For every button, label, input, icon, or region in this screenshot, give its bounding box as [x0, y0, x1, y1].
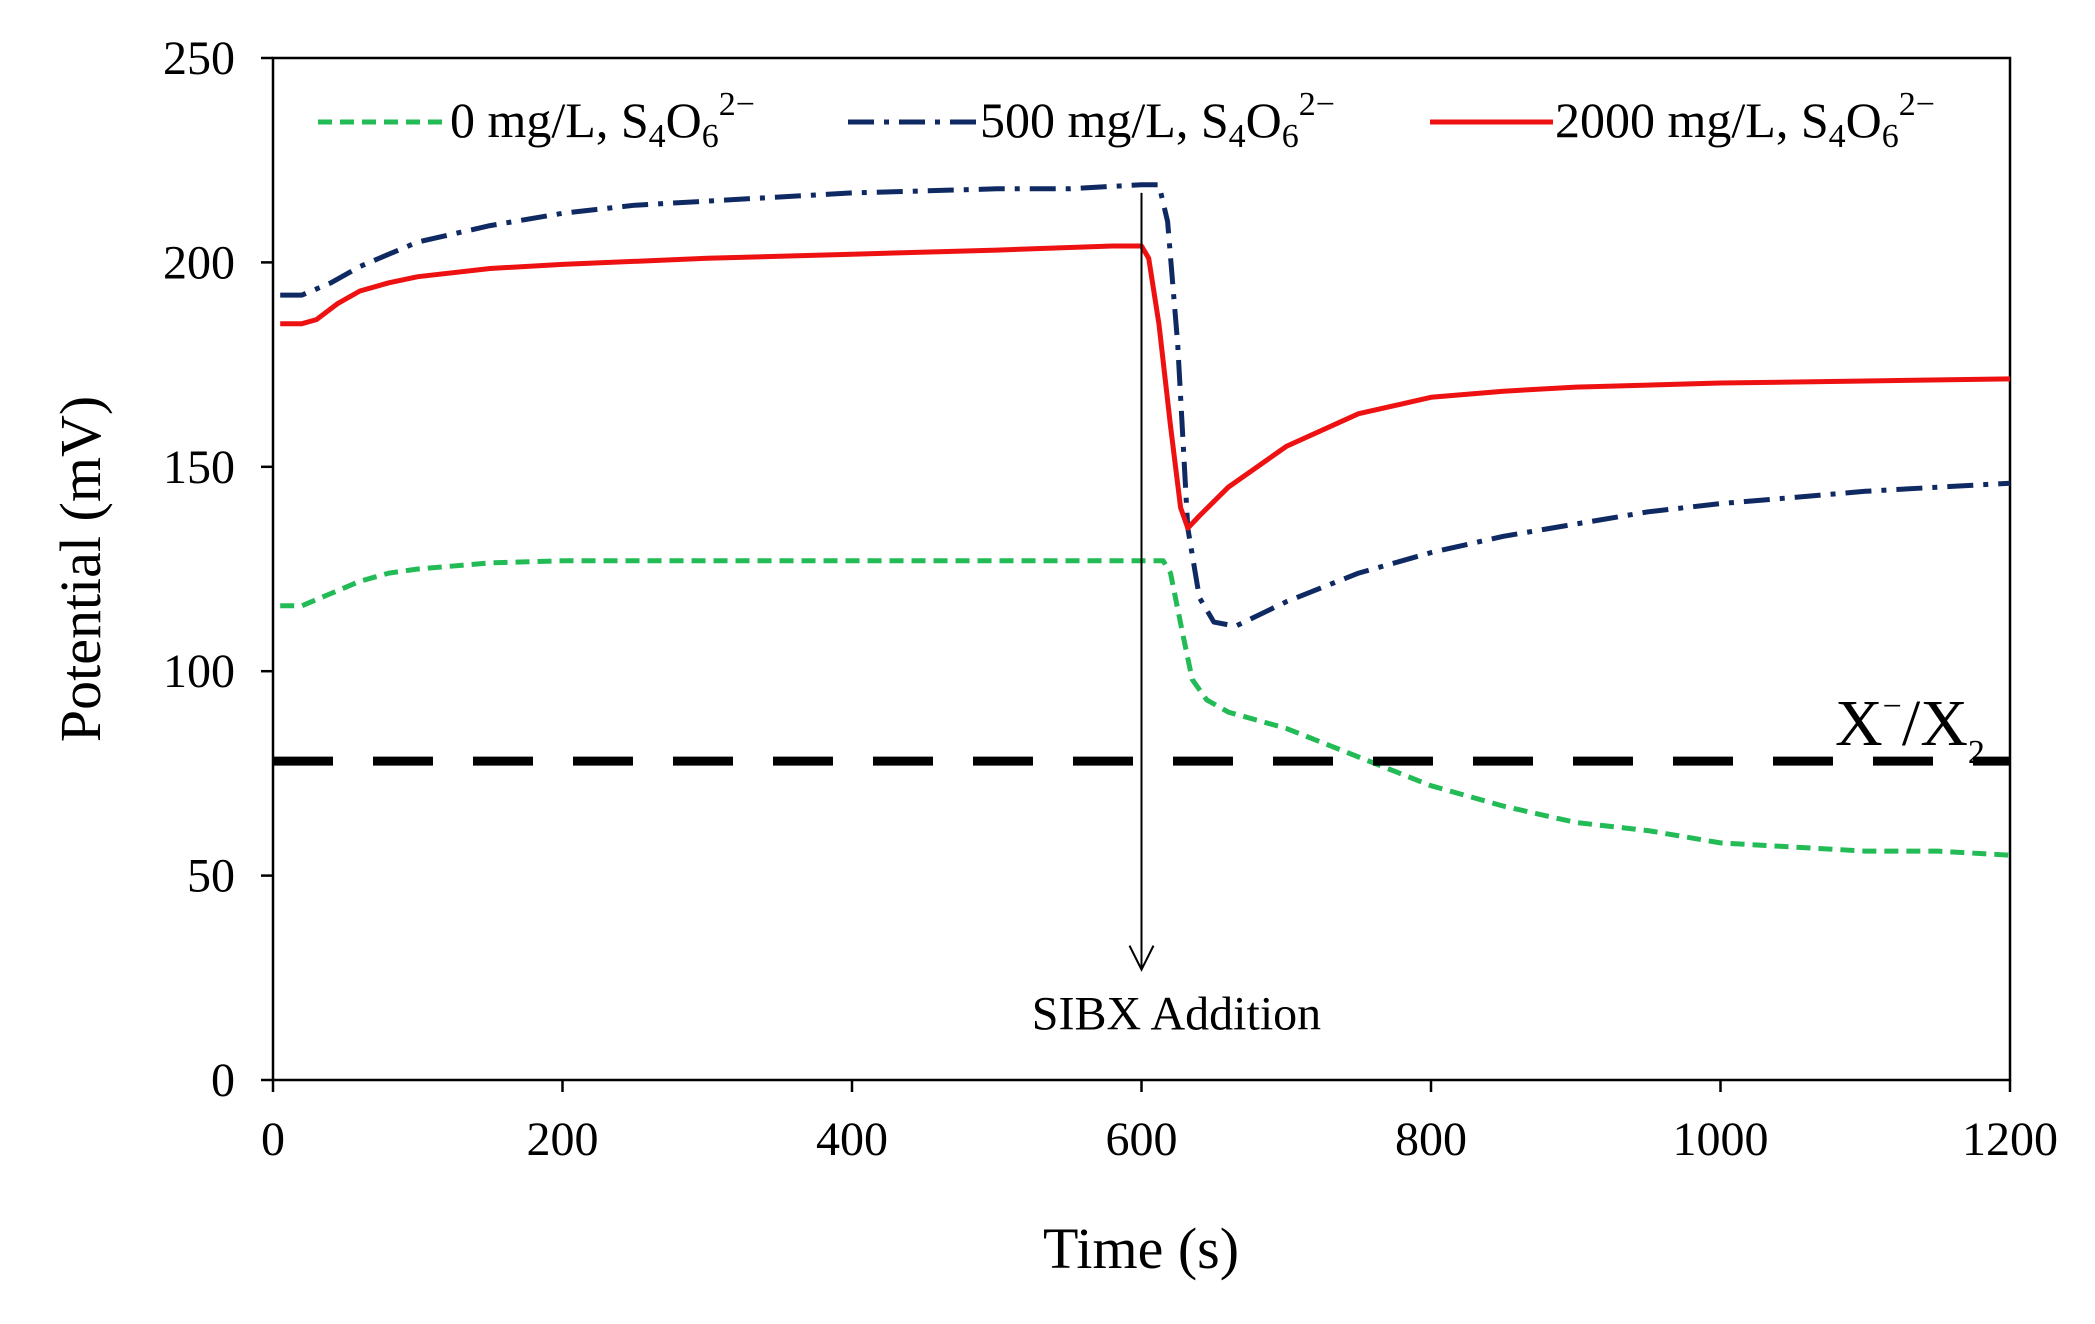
y-tick-label-250: 250	[163, 32, 235, 85]
annotation-label: SIBX Addition	[1032, 988, 1321, 1041]
y-tick-label-100: 100	[163, 645, 235, 698]
legend-label-2000mg: 2000 mg/L, S4O62−	[1555, 86, 1935, 155]
x-tick-label-1000: 1000	[1673, 1113, 1769, 1166]
x-axis-title: Time (s)	[1043, 1216, 1239, 1281]
x-tick-label-600: 600	[1106, 1113, 1178, 1166]
sibx-annotation: SIBX Addition	[1032, 192, 1321, 1041]
reference-line-label: X−/X2	[1835, 687, 1985, 771]
x-tick-label-1200: 1200	[1962, 1113, 2058, 1166]
x-tick-label-200: 200	[527, 1113, 599, 1166]
legend-item-500mg: 500 mg/L, S4O62−	[848, 86, 1335, 155]
series-line-1	[280, 182, 2011, 629]
y-tick-label-200: 200	[163, 236, 235, 289]
y-axis: 0 50 100 150 200 250	[163, 32, 273, 1107]
x-tick-label-400: 400	[816, 1113, 888, 1166]
legend-item-0mg: 0 mg/L, S4O62−	[318, 86, 755, 155]
legend-label-500mg: 500 mg/L, S4O62−	[980, 86, 1335, 155]
y-axis-title: Potential (mV)	[48, 396, 113, 742]
legend-item-2000mg: 2000 mg/L, S4O62−	[1430, 86, 1935, 155]
y-tick-label-150: 150	[163, 441, 235, 494]
legend: 0 mg/L, S4O62− 500 mg/L, S4O62− 2000 mg/…	[318, 86, 1935, 155]
x-tick-label-800: 800	[1395, 1113, 1467, 1166]
x-tick-label-0: 0	[261, 1113, 285, 1166]
y-tick-label-50: 50	[187, 850, 235, 903]
series-layer	[273, 182, 2011, 858]
y-tick-label-0: 0	[211, 1054, 235, 1107]
legend-label-0mg: 0 mg/L, S4O62−	[450, 86, 755, 155]
annotation-arrow-head	[1128, 945, 1155, 972]
x-axis: 0 200 400 600 800 1000 1200	[261, 1080, 2058, 1166]
series-line-0	[280, 558, 2011, 858]
series-line-2	[280, 243, 2011, 531]
